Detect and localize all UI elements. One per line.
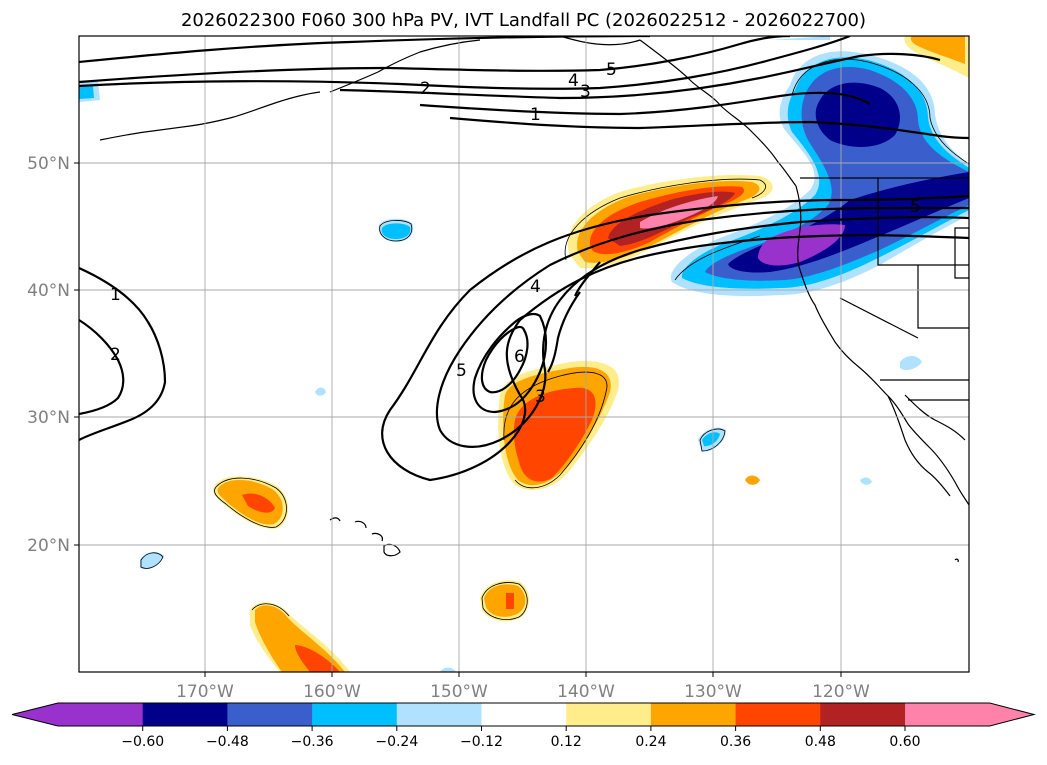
colorbar-segment [312,703,398,726]
axis-ticks [74,162,842,677]
colorbar-tick-label: 0.24 [635,734,666,750]
colorbar-tick-label: −0.60 [121,734,164,750]
lat-label: 30°N [27,408,70,428]
colorbar-tick-label: 0.36 [720,734,751,750]
colorbar-tick-label: 0.12 [551,734,582,750]
colorbar-segment [820,703,906,726]
contour-labels: 5 4 3 2 1 1 2 4 5 6 3 5 [110,60,921,407]
contour-label: 1 [530,105,541,125]
colorbar-segment [227,703,313,726]
colorbar-extend-right [989,703,1034,726]
colorbar-tick-label: −0.12 [460,734,503,750]
colorbar-tick-label: −0.24 [375,734,418,750]
colorbar-tick-label: 0.60 [889,734,920,750]
colorbar-outline [11,702,1036,727]
lon-label: 170°W [176,682,234,702]
colorbar-segment [650,703,737,726]
colorbar-extend-left [12,703,58,726]
colorbar-segment [905,703,991,726]
colorbar-segment [481,703,567,726]
contour-label: 3 [535,387,546,407]
map-title: 2026022300 F060 300 hPa PV, IVT Landfall… [180,10,867,31]
lat-label: 40°N [27,281,70,301]
contour-label: 2 [420,79,431,99]
contour-label: 5 [910,197,921,217]
lat-label: 20°N [27,536,70,556]
colorbar-segment [58,703,144,726]
contour-label: 2 [110,345,121,365]
contour-label: 6 [514,347,525,367]
lat-label: 50°N [27,154,70,174]
colorbar-segment [566,703,652,726]
contour-label: 4 [568,71,579,91]
contour-label: 5 [606,60,617,80]
contour-label: 1 [110,285,121,305]
lon-label: 120°W [812,682,870,702]
lon-label: 140°W [557,682,615,702]
map-border [78,35,970,673]
colorbar: −0.60 −0.48 −0.36 −0.24 −0.12 0.12 0.24 0.36 0.4… [11,702,1036,750]
colorbar-segment [396,703,482,726]
contour-label: 5 [456,361,467,381]
lon-label: 130°W [684,682,742,702]
colorbar-segment [735,703,821,726]
lon-label: 160°W [303,682,361,702]
pv-contours [79,36,969,482]
contour-label: 4 [530,277,541,297]
colorbar-segment [142,703,228,726]
colorbar-tick-label: −0.48 [206,734,249,750]
contour-label: 3 [580,82,591,102]
lon-label: 150°W [430,682,488,702]
map-panel: 5 4 3 2 1 1 2 4 5 6 3 5 [79,36,969,672]
colorbar-tick-label: 0.48 [805,734,836,750]
colorbar-tick-label: −0.36 [291,734,334,750]
